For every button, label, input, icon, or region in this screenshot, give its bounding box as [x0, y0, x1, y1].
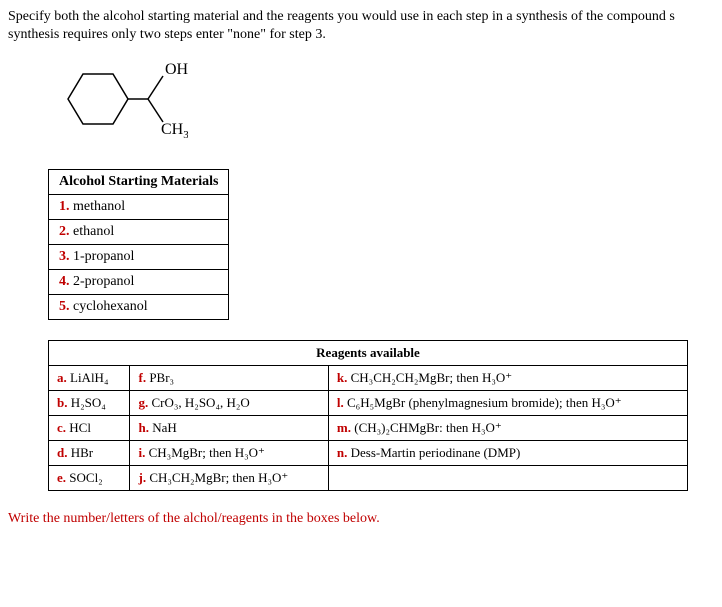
reagent-formula: CH₃CH₂MgBr; then H₃O⁺: [149, 470, 288, 485]
reagent-cell: c. HCl: [49, 416, 130, 441]
oh-label: OH: [165, 61, 188, 78]
reagent-formula: CH₃CH₂CH₂MgBr; then H₃O⁺: [351, 370, 513, 385]
reagent-cell: g. CrO₃, H₂SO₄, H₂O: [130, 391, 328, 416]
question-line1: Specify both the alcohol starting materi…: [8, 9, 675, 24]
starting-materials-table: Alcohol Starting Materials 1. methanol 2…: [48, 169, 229, 320]
reagent-cell: a. LiAlH₄: [49, 366, 130, 391]
reagent-letter: h.: [138, 420, 148, 435]
molecule-svg: OH CH3: [48, 54, 188, 144]
reagents-header: Reagents available: [49, 341, 688, 366]
reagent-formula: NaH: [152, 420, 177, 435]
reagent-formula: SOCl₂: [69, 470, 102, 485]
row-num: 5.: [59, 299, 70, 314]
reagent-cell: l. C₆H₅MgBr (phenylmagnesium bromide); t…: [328, 391, 687, 416]
reagent-formula: Dess-Martin periodinane (DMP): [351, 445, 521, 460]
reagent-cell: d. HBr: [49, 441, 130, 466]
reagent-cell: k. CH₃CH₂CH₂MgBr; then H₃O⁺: [328, 366, 687, 391]
reagent-formula: HBr: [71, 445, 93, 460]
reagent-letter: c.: [57, 420, 66, 435]
starting-header: Alcohol Starting Materials: [49, 170, 229, 195]
row-num: 2.: [59, 224, 70, 239]
reagent-formula: C₆H₅MgBr (phenylmagnesium bromide); then…: [347, 395, 622, 410]
reagent-letter: b.: [57, 395, 67, 410]
final-instruction: Write the number/letters of the alchol/r…: [8, 511, 714, 527]
row-num: 3.: [59, 249, 70, 264]
reagent-cell: h. NaH: [130, 416, 328, 441]
reagent-formula: H₂SO₄: [71, 395, 106, 410]
reagent-formula: LiAlH₄: [70, 370, 108, 385]
reagent-letter: g.: [138, 395, 148, 410]
table-row: 3. 1-propanol: [49, 245, 229, 270]
table-row: 1. methanol: [49, 195, 229, 220]
reagent-cell: f. PBr₃: [130, 366, 328, 391]
reagents-table: Reagents available a. LiAlH₄ f. PBr₃ k. …: [48, 340, 688, 491]
row-name: 2-propanol: [73, 274, 134, 289]
chemical-structure: OH CH3: [48, 54, 714, 149]
reagent-cell: i. CH₃MgBr; then H₃O⁺: [130, 441, 328, 466]
reagent-cell: m. (CH₃)₂CHMgBr: then H₃O⁺: [328, 416, 687, 441]
question-line2: synthesis requires only two steps enter …: [8, 27, 326, 42]
table-row: a. LiAlH₄ f. PBr₃ k. CH₃CH₂CH₂MgBr; then…: [49, 366, 688, 391]
reagent-formula: PBr₃: [149, 370, 174, 385]
reagent-cell: b. H₂SO₄: [49, 391, 130, 416]
table-row: 4. 2-propanol: [49, 270, 229, 295]
ch3-label: CH3: [161, 121, 188, 141]
reagent-formula: CH₃MgBr; then H₃O⁺: [149, 445, 265, 460]
reagent-formula: CrO₃, H₂SO₄, H₂O: [151, 395, 249, 410]
reagent-letter: a.: [57, 370, 67, 385]
reagent-cell: n. Dess-Martin periodinane (DMP): [328, 441, 687, 466]
table-row: c. HCl h. NaH m. (CH₃)₂CHMgBr: then H₃O⁺: [49, 416, 688, 441]
reagent-letter: i.: [138, 445, 145, 460]
reagent-letter: m.: [337, 420, 351, 435]
table-row: 5. cyclohexanol: [49, 295, 229, 320]
row-name: methanol: [73, 199, 125, 214]
row-num: 1.: [59, 199, 70, 214]
reagent-letter: k.: [337, 370, 347, 385]
table-row: d. HBr i. CH₃MgBr; then H₃O⁺ n. Dess-Mar…: [49, 441, 688, 466]
reagent-cell: j. CH₃CH₂MgBr; then H₃O⁺: [130, 466, 328, 491]
table-row: e. SOCl₂ j. CH₃CH₂MgBr; then H₃O⁺: [49, 466, 688, 491]
reagent-cell: [328, 466, 687, 491]
table-row: b. H₂SO₄ g. CrO₃, H₂SO₄, H₂O l. C₆H₅MgBr…: [49, 391, 688, 416]
reagent-letter: l.: [337, 395, 344, 410]
reagent-formula: HCl: [69, 420, 91, 435]
row-name: cyclohexanol: [73, 299, 148, 314]
table-row: 2. ethanol: [49, 220, 229, 245]
reagent-letter: n.: [337, 445, 347, 460]
reagent-letter: f.: [138, 370, 146, 385]
row-name: ethanol: [73, 224, 114, 239]
row-name: 1-propanol: [73, 249, 134, 264]
reagent-letter: d.: [57, 445, 67, 460]
reagent-letter: j.: [138, 470, 146, 485]
reagent-letter: e.: [57, 470, 66, 485]
reagent-formula: (CH₃)₂CHMgBr: then H₃O⁺: [354, 420, 502, 435]
question-text: Specify both the alcohol starting materi…: [8, 8, 714, 44]
reagent-cell: e. SOCl₂: [49, 466, 130, 491]
row-num: 4.: [59, 274, 70, 289]
